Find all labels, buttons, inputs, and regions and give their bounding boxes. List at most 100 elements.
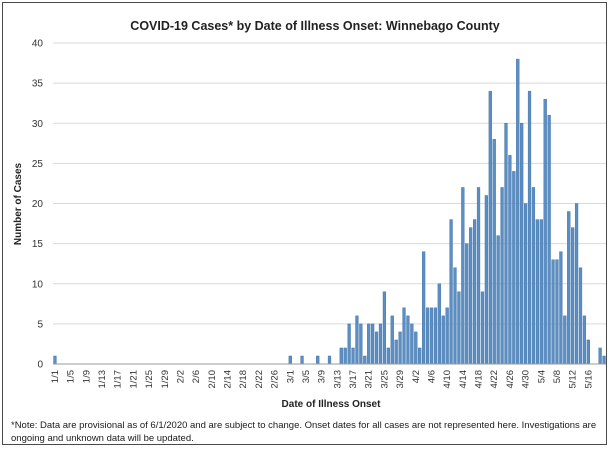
x-tick-label: 5/12	[568, 370, 579, 389]
bar	[531, 187, 536, 365]
chart: COVID-19 Cases* by Date of Illness Onset…	[13, 19, 606, 410]
y-tick-label: 35	[32, 79, 44, 90]
x-tick-label: 1/21	[128, 370, 139, 389]
bar	[433, 307, 438, 365]
x-tick-label: 3/1	[285, 370, 296, 383]
x-tick-label: 4/10	[442, 370, 453, 389]
y-tick-label: 5	[37, 319, 43, 330]
bar	[465, 243, 469, 365]
bar	[425, 307, 430, 365]
x-axis-label: Date of Illness Onset	[282, 399, 382, 410]
bar	[390, 315, 394, 365]
x-tick-label: 4/2	[411, 370, 422, 383]
bar	[488, 90, 492, 365]
bar	[543, 98, 547, 365]
bar	[586, 339, 590, 365]
bar	[359, 323, 363, 365]
bar	[461, 187, 465, 365]
x-tick-label: 2/14	[223, 370, 234, 389]
x-tick-label: 5/8	[552, 370, 563, 383]
y-axis-ticks: 0 5 10 15 20 25 30 35 40	[32, 39, 44, 371]
x-tick-label: 1/29	[160, 370, 171, 389]
bar	[473, 219, 477, 365]
bar	[578, 267, 583, 365]
bar	[363, 355, 367, 365]
bar	[398, 331, 402, 365]
bar	[571, 227, 575, 365]
x-tick-label: 1/25	[144, 370, 155, 389]
bar	[422, 251, 426, 365]
x-tick-label: 3/5	[301, 370, 312, 383]
bar	[476, 187, 481, 365]
x-tick-label: 4/30	[521, 370, 532, 389]
bar	[512, 171, 516, 365]
x-tick-label: 1/9	[81, 370, 92, 383]
bar	[367, 323, 371, 365]
x-tick-label: 2/10	[207, 370, 218, 389]
bar	[457, 291, 461, 365]
bar	[355, 315, 359, 365]
bar	[582, 315, 587, 365]
bar	[351, 347, 355, 365]
bar	[480, 291, 485, 365]
bar	[539, 219, 543, 365]
bar	[371, 323, 375, 365]
x-tick-label: 5/16	[583, 370, 594, 389]
bar	[437, 283, 441, 365]
bar	[378, 323, 383, 365]
bar	[484, 195, 488, 365]
bar	[327, 355, 332, 365]
y-tick-label: 30	[32, 119, 44, 130]
bar	[53, 355, 57, 365]
bars	[53, 58, 606, 365]
bar	[508, 155, 512, 365]
x-tick-label: 3/21	[364, 370, 375, 389]
bar	[300, 355, 304, 365]
bar	[574, 203, 579, 365]
x-axis-ticks: 1/1 1/5 1/9 1/13 1/17 1/21 1/25 1/29 2/2 2/6 2/10 2…	[50, 370, 594, 389]
bar	[449, 219, 453, 365]
bar	[288, 355, 292, 365]
bar	[418, 347, 422, 365]
bar	[339, 347, 343, 365]
bar	[469, 227, 473, 365]
x-tick-label: 4/6	[426, 370, 437, 383]
bar	[382, 291, 387, 365]
bar	[500, 187, 504, 365]
bar	[547, 115, 551, 365]
y-tick-label: 0	[37, 360, 43, 371]
y-tick-label: 40	[32, 39, 44, 50]
bar	[406, 315, 410, 365]
bar	[410, 323, 414, 365]
x-tick-label: 4/22	[489, 370, 500, 389]
x-tick-label: 3/25	[379, 370, 390, 389]
x-tick-label: 1/1	[50, 370, 61, 383]
x-tick-label: 1/5	[66, 370, 77, 383]
x-tick-label: 3/9	[317, 370, 328, 383]
bar	[386, 347, 390, 365]
bar	[492, 139, 496, 365]
y-axis-label: Number of Cases	[13, 162, 24, 245]
bar	[504, 123, 508, 365]
bar	[567, 211, 571, 365]
bar	[429, 307, 434, 365]
x-tick-label: 4/14	[458, 370, 469, 389]
x-tick-label: 2/26	[270, 370, 281, 389]
bar	[402, 307, 406, 365]
x-tick-label: 4/18	[474, 370, 485, 389]
bar	[374, 331, 379, 365]
bar	[441, 315, 445, 365]
x-tick-label: 5/4	[536, 370, 547, 383]
x-tick-label: 3/13	[332, 370, 343, 389]
y-tick-label: 15	[32, 239, 44, 250]
bar	[347, 323, 351, 365]
bar	[535, 219, 539, 365]
x-tick-label: 2/2	[175, 370, 186, 383]
bar	[555, 259, 559, 365]
gridlines	[53, 42, 606, 365]
bar	[551, 259, 555, 365]
bar	[563, 315, 567, 365]
x-tick-label: 4/26	[505, 370, 516, 389]
y-tick-label: 20	[32, 199, 44, 210]
footnote: *Note: Data are provisional as of 6/1/20…	[11, 420, 597, 444]
